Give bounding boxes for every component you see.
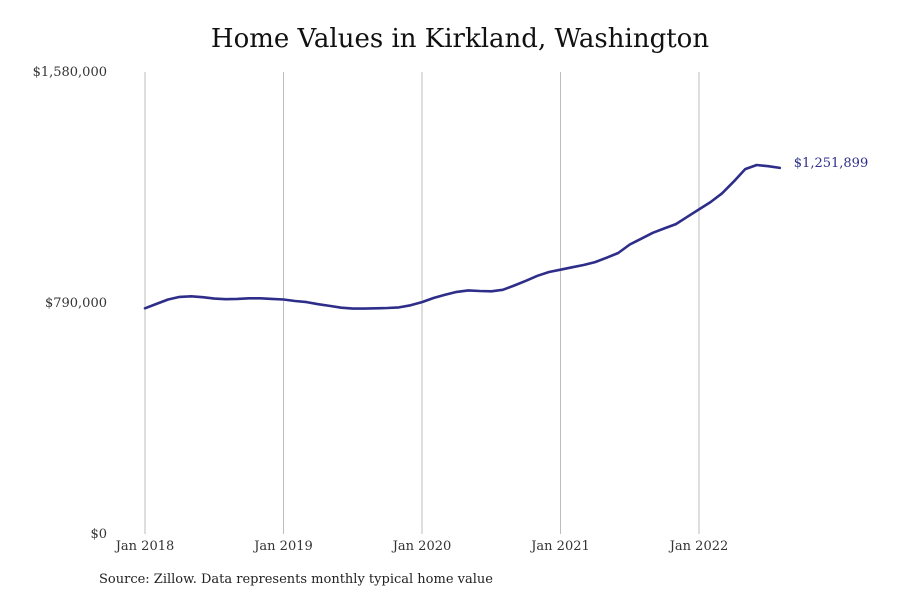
x-tick-label: Jan 2018 <box>114 539 175 554</box>
y-tick-label: $790,000 <box>45 296 107 311</box>
x-tick-label: Jan 2021 <box>529 539 590 554</box>
x-tick-label: Jan 2019 <box>252 539 313 554</box>
x-tick-label: Jan 2022 <box>668 539 729 554</box>
end-value-label: $1,251,899 <box>794 156 868 171</box>
chart-title: Home Values in Kirkland, Washington <box>210 24 710 54</box>
x-axis-ticks: Jan 2018 Jan 2019 Jan 2020 Jan 2021 Jan 2022 <box>114 539 729 554</box>
x-tick-label: Jan 2020 <box>391 539 452 554</box>
y-tick-label: $0 <box>90 527 107 542</box>
y-tick-label: $1,580,000 <box>33 65 107 80</box>
y-axis-ticks: $0 $790,000 $1,580,000 <box>33 65 107 542</box>
series-line <box>143 163 782 310</box>
source-note: Source: Zillow. Data represents monthly … <box>99 572 493 587</box>
